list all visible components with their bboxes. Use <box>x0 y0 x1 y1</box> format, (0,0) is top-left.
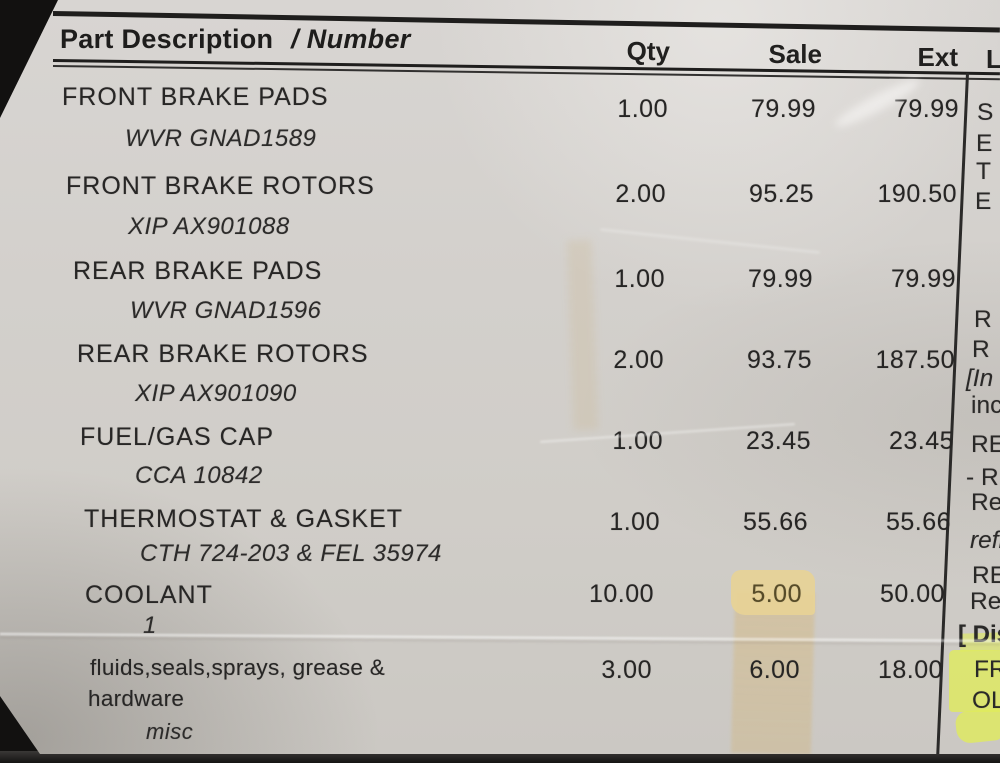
margin-text-fragment: Re <box>971 489 1000 516</box>
item-ext: 23.45 <box>888 427 954 455</box>
margin-text-fragment: E <box>976 130 993 157</box>
margin-text-fragment: E <box>975 188 992 215</box>
column-header-qty: Qty <box>626 36 670 66</box>
margin-text-fragment: FR <box>974 656 1000 683</box>
item-part-number: CTH 724-203 & FEL 35974 <box>140 540 442 567</box>
column-header-sale: Sale <box>768 39 823 69</box>
item-part-number: CCA 10842 <box>135 462 263 489</box>
margin-text-fragment: T <box>976 158 991 185</box>
margin-text-fragment: OL <box>972 687 1000 714</box>
margin-text-fragment: Ren <box>970 588 1000 615</box>
item-sale: 55.66 <box>742 508 808 536</box>
highlighter-mark-margin-mid <box>949 650 1000 712</box>
column-header-part-description: Part Description / Number <box>60 24 411 55</box>
item-name: fluids,seals,sprays, grease & <box>90 655 386 680</box>
margin-text-fragment: - R <box>966 464 999 491</box>
item-sale: 79.99 <box>747 265 813 293</box>
item-ext: 79.99 <box>890 265 956 293</box>
number-label: / Number <box>291 24 411 54</box>
paper-crease <box>600 228 820 254</box>
item-qty: 1.00 <box>612 427 663 455</box>
item-name: REAR BRAKE ROTORS <box>77 340 369 368</box>
item-name: FRONT BRAKE ROTORS <box>66 172 375 200</box>
margin-text-fragment: R <box>972 336 990 363</box>
item-qty: 1.00 <box>614 265 665 293</box>
column-header-ext: Ext <box>917 42 958 72</box>
item-ext: 187.50 <box>875 346 955 374</box>
part-description-label: Part Description <box>60 24 274 54</box>
item-name-line2: hardware <box>88 686 185 711</box>
margin-text-fragment: RE <box>971 431 1000 458</box>
column-header-list-partial: L <box>986 44 1000 74</box>
item-sale-highlighted: 5.00 <box>751 580 802 608</box>
margin-text-fragment: inc <box>971 392 1000 419</box>
item-sale: 95.25 <box>748 180 814 208</box>
item-ext: 190.50 <box>877 180 957 208</box>
item-qty: 3.00 <box>601 656 652 684</box>
item-part-number: XIP AX901088 <box>128 213 290 240</box>
item-qty: 10.00 <box>588 580 654 608</box>
item-sale: 23.45 <box>745 427 811 455</box>
item-ext: 50.00 <box>879 580 945 608</box>
item-ext: 18.00 <box>877 656 943 684</box>
item-sale: 93.75 <box>746 346 812 374</box>
item-name: FUEL/GAS CAP <box>80 423 274 451</box>
margin-text-fragment: S <box>977 99 994 126</box>
item-part-number: WVR GNAD1596 <box>130 297 322 324</box>
margin-text-fragment: R <box>974 306 992 333</box>
item-sale: 6.00 <box>749 656 800 684</box>
item-ext: 79.99 <box>893 95 959 123</box>
item-part-number: WVR GNAD1589 <box>125 125 317 152</box>
item-part-number: misc <box>146 719 194 744</box>
item-qty: 2.00 <box>615 180 666 208</box>
margin-text-fragment: REN <box>972 562 1000 589</box>
highlighter-mark-sale <box>731 570 815 615</box>
margin-text-fragment: refi <box>970 527 1000 554</box>
item-name: REAR BRAKE PADS <box>73 257 323 285</box>
item-name: COOLANT <box>85 581 213 609</box>
item-ext: 55.66 <box>885 508 951 536</box>
item-qty: 2.00 <box>613 346 664 374</box>
item-qty: 1.00 <box>609 508 660 536</box>
item-qty: 1.00 <box>617 95 668 123</box>
item-sale: 79.99 <box>750 95 816 123</box>
item-part-number: 1 <box>143 612 157 639</box>
item-name: THERMOSTAT & GASKET <box>84 505 404 533</box>
margin-text-fragment: [In <box>966 365 994 392</box>
item-name: FRONT BRAKE PADS <box>62 83 329 111</box>
photo-background-bottom-edge <box>0 751 1000 763</box>
margin-text-fragment-discount: [ Dis <box>958 621 1000 648</box>
item-part-number: XIP AX901090 <box>135 380 297 407</box>
